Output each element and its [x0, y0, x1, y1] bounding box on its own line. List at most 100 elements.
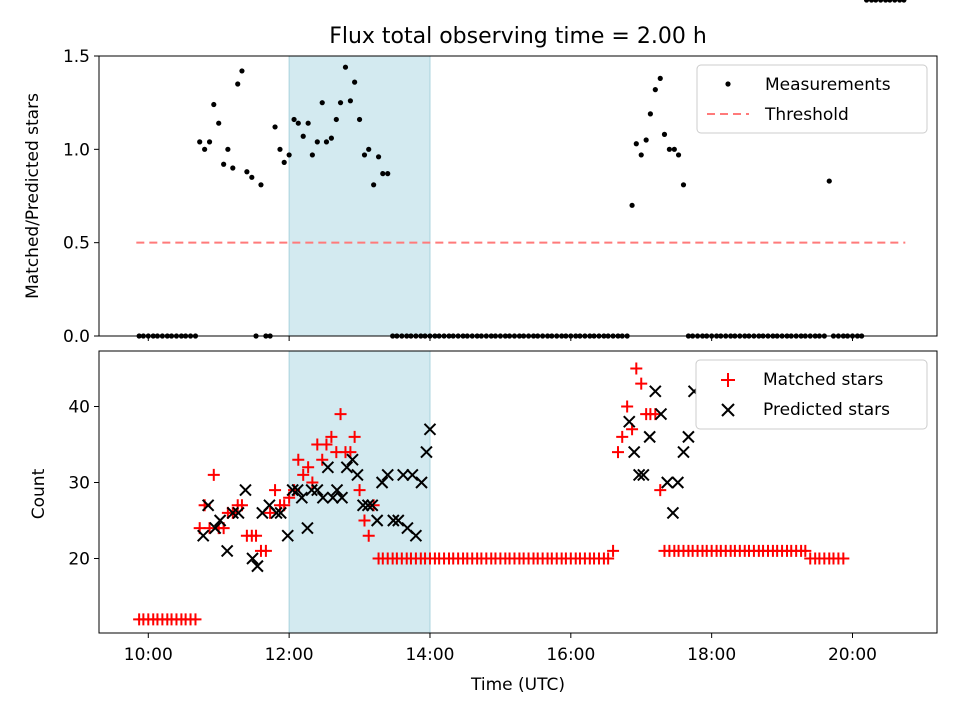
predicted-star-point [201, 499, 215, 512]
measurement-point [272, 124, 278, 130]
predicted-star-point [397, 468, 410, 482]
top-y-tick-label: 0.5 [63, 234, 90, 254]
predicted-star-point [340, 461, 354, 474]
measurement-point [675, 152, 682, 158]
measurement-point [671, 146, 677, 152]
measurement-point [680, 182, 687, 188]
predicted-star-point [286, 483, 299, 497]
legend-measurements-marker [725, 81, 731, 87]
measurement-point [291, 116, 297, 123]
bottom-y-tick-label: 30 [68, 473, 90, 493]
measurement-point [375, 154, 382, 160]
predicted-star-point [366, 499, 379, 512]
legend-matched-marker [721, 373, 735, 387]
matched-star-point [320, 438, 333, 451]
matched-star-point [316, 453, 329, 466]
predicted-star-point [671, 476, 685, 489]
predicted-star-point [330, 483, 344, 497]
measurement-point [244, 169, 250, 175]
predicted-star-point [326, 491, 340, 504]
predicted-star-point [420, 445, 433, 459]
predicted-star-point [208, 521, 222, 535]
predicted-star-point [305, 483, 318, 497]
predicted-star-point [351, 468, 364, 482]
bottom-legend-box [695, 359, 928, 430]
predicted-star-point [381, 468, 394, 482]
top-x-ticks [147, 336, 853, 341]
measurement-point [361, 152, 368, 158]
matched-star-point [189, 613, 202, 626]
measurement-point [225, 146, 231, 152]
measurement-point [286, 152, 292, 158]
predicted-star-point [666, 506, 680, 520]
predicted-star-point [274, 506, 287, 520]
measurement-point [211, 101, 217, 108]
measurement-point [337, 100, 344, 106]
legend-threshold-label: Threshold [764, 105, 849, 125]
measurement-point [366, 146, 372, 152]
bottom-y-ticks: 20 30 40 [68, 397, 99, 570]
predicted-star-point [321, 461, 335, 474]
legend-matched-label: Matched stars [763, 370, 883, 390]
measurement-point [328, 135, 334, 141]
x-tick-label: 12:00 [265, 645, 314, 665]
matched-star-point [259, 544, 272, 557]
predicted-star-point [375, 476, 389, 489]
bottom-x-ticks: 10:00 12:00 14:00 16:00 18:00 20:00 [124, 633, 877, 665]
measurement-point [295, 120, 301, 126]
predicted-star-point [239, 483, 252, 497]
measurement-point [661, 131, 668, 137]
predicted-star-point [637, 468, 650, 482]
measurement-point [666, 146, 673, 152]
measurement-point [643, 137, 649, 143]
measurement-point [216, 120, 222, 126]
measurement-point [206, 139, 213, 145]
matched-star-point [348, 430, 361, 443]
bottom-panel: 20 30 40 10:00 12:00 14:00 16:00 18:00 20:00 Co… [29, 351, 938, 695]
predicted-star-point [632, 468, 646, 482]
measurement-point [202, 146, 208, 152]
measurement-point [356, 116, 363, 123]
matched-star-point [837, 552, 850, 565]
predicted-star-point [291, 483, 304, 497]
matched-star-point [611, 446, 624, 459]
predicted-star-point [627, 445, 641, 459]
predicted-star-point [213, 514, 227, 527]
predicted-star-point [335, 491, 349, 504]
predicted-star-point [654, 407, 668, 421]
matched-star-point [621, 400, 634, 413]
bottom-y-tick-label: 20 [68, 550, 90, 570]
measurement-point [277, 146, 283, 152]
measurement-point [647, 111, 653, 117]
matched-star-point [635, 377, 648, 390]
matched-star-point [607, 544, 620, 557]
x-tick-label: 10:00 [124, 645, 173, 665]
measurement-point [239, 68, 245, 74]
bottom-y-tick-label: 40 [68, 397, 90, 417]
matched-star-point [250, 529, 263, 542]
legend-predicted-marker [721, 403, 735, 417]
measurement-point [352, 79, 358, 85]
predicted-star-point [406, 468, 419, 482]
measurement-point [826, 178, 832, 184]
measurement-point [629, 202, 635, 208]
measurement-point [887, 0, 893, 3]
matched-star-point [325, 430, 338, 443]
predicted-star-point [409, 529, 423, 542]
measurement-point [258, 182, 264, 188]
x-axis-label: Time (UTC) [470, 675, 565, 695]
matched-star-point [269, 484, 282, 497]
predicted-star-point [226, 506, 240, 520]
matched-star-point [654, 484, 667, 497]
predicted-star-point [220, 544, 234, 558]
predicted-star-point [415, 476, 428, 489]
matched-star-point [297, 468, 310, 481]
predicted-star-point [623, 415, 636, 428]
matched-star-point [302, 461, 315, 474]
top-y-axis-label: Matched/Predicted stars [23, 93, 43, 299]
measurement-point [380, 171, 386, 177]
predicted-star-point [361, 499, 375, 512]
bottom-y-axis-label: Count [29, 468, 49, 519]
top-axes-frame [98, 55, 938, 337]
measurement-point [197, 139, 203, 145]
